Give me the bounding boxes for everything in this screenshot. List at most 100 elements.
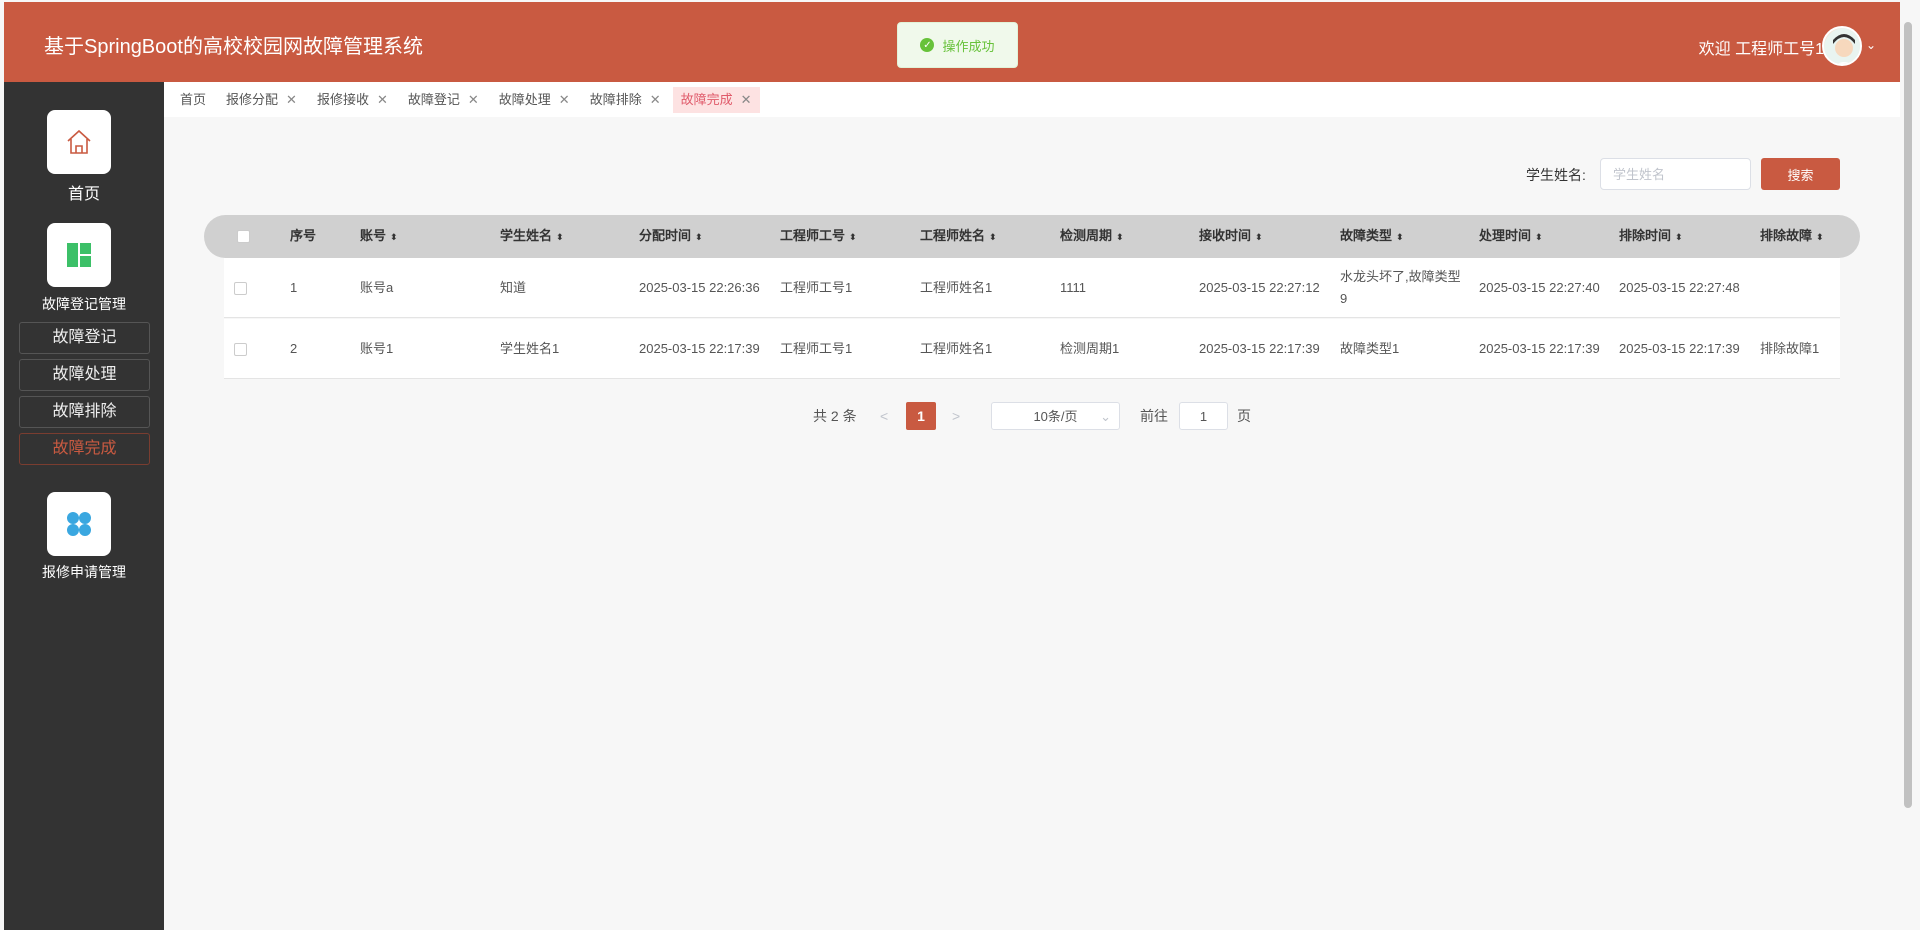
table-cell: 2025-03-15 22:26:36 (639, 279, 760, 295)
close-icon[interactable]: ✕ (286, 91, 297, 107)
sidebar-item-home[interactable] (47, 110, 111, 174)
table-row: 1 账号a 知道 2025-03-15 22:26:36 工程师工号1 工程师姓名1 111… (224, 258, 1840, 318)
table-cell: 工程师工号1 (780, 340, 853, 356)
sort-icon[interactable]: ⬍ (556, 232, 564, 242)
layout-icon (67, 243, 91, 267)
sidebar-label-group2[interactable]: 报修申请管理 (42, 564, 126, 580)
column-header[interactable]: 分配时间 ⬍ (639, 228, 703, 243)
sidebar-sub-handle[interactable]: 故障处理 (19, 359, 150, 391)
column-header[interactable]: 故障类型 ⬍ (1340, 228, 1404, 243)
close-icon[interactable]: ✕ (740, 91, 752, 107)
page-size-select[interactable]: 10条/页 ⌄ (991, 402, 1120, 430)
table-cell: 1 (290, 279, 298, 295)
close-icon[interactable]: ✕ (649, 91, 661, 107)
total-count: 共 2 条 (813, 408, 857, 424)
goto-page-input[interactable]: 1 (1179, 402, 1228, 430)
table-row: 2 账号1 学生姓名1 2025-03-15 22:17:39 工程师工号1 工程师姓名1… (224, 319, 1840, 379)
top-header: 基于SpringBoot的高校校园网故障管理系统 ✓ 操作成功 欢迎 工程师工号1… (4, 2, 1900, 82)
table-cell: 水龙头坏了,故障类型9 (1340, 268, 1461, 306)
sort-icon[interactable]: ⬍ (695, 232, 703, 242)
table-cell: 工程师工号1 (780, 279, 853, 295)
close-icon[interactable]: ✕ (558, 91, 570, 107)
select-all-checkbox[interactable] (237, 230, 250, 243)
tab-1[interactable]: 报修分配 ✕ (218, 87, 305, 113)
table-cell: 工程师姓名1 (920, 340, 993, 356)
student-name-search-input[interactable] (1600, 158, 1751, 190)
column-header[interactable]: 排除时间 ⬍ (1619, 228, 1683, 243)
table-cell: 2025-03-15 22:27:12 (1199, 279, 1320, 295)
sort-icon[interactable]: ⬍ (1116, 232, 1124, 242)
tab-3[interactable]: 故障登记 ✕ (400, 87, 487, 113)
table-cell: 2025-03-15 22:17:39 (639, 340, 760, 356)
next-page-button[interactable]: > (952, 408, 961, 424)
row-checkbox[interactable] (234, 282, 247, 295)
tab-6[interactable]: 故障完成 ✕ (672, 86, 760, 113)
table-cell: 1111 (1060, 279, 1087, 295)
table-cell: 学生姓名1 (500, 340, 560, 356)
sidebar: 首页 故障登记管理 故障登记 故障处理 故障排除 故障完成 报修申请管理 (4, 82, 164, 930)
column-header[interactable]: 序号 (290, 228, 317, 243)
close-icon[interactable]: ✕ (467, 91, 479, 107)
page-1-button[interactable]: 1 (906, 402, 936, 430)
column-header[interactable]: 学生姓名 ⬍ (500, 228, 564, 243)
column-header[interactable]: 工程师工号 ⬍ (780, 228, 857, 243)
column-header[interactable]: 账号 ⬍ (360, 228, 398, 243)
search-label: 学生姓名: (1526, 167, 1586, 183)
table-cell: 2025-03-15 22:17:39 (1479, 340, 1600, 356)
close-icon[interactable]: ✕ (376, 91, 388, 107)
tab-2[interactable]: 报修接收 ✕ (309, 87, 396, 113)
sort-icon[interactable]: ⬍ (1675, 232, 1683, 242)
check-circle-icon: ✓ (920, 38, 935, 52)
app-title: 基于SpringBoot的高校校园网故障管理系统 (44, 36, 423, 58)
pagination: 共 2 条 < 1 > 10条/页 ⌄ 前往 1 页 (0, 402, 1920, 432)
table-cell: 2025-03-15 22:27:40 (1479, 279, 1600, 295)
column-header[interactable]: 接收时间 ⬍ (1199, 228, 1263, 243)
sort-icon[interactable]: ⬍ (1255, 232, 1263, 242)
table-cell: 2025-03-15 22:17:39 (1619, 340, 1740, 356)
tab-0[interactable]: 首页 (180, 91, 207, 107)
table-cell: 工程师姓名1 (920, 279, 993, 295)
search-button[interactable]: 搜索 (1761, 158, 1840, 190)
table-cell: 账号1 (360, 340, 394, 356)
sidebar-label-group1[interactable]: 故障登记管理 (42, 296, 126, 312)
table-header: 序号 账号 ⬍ 学生姓名 ⬍ 分配时间 ⬍ 工程师工号 ⬍ 工程师姓名 ⬍ 检测周期 ⬍ 接收时间 ⬍ 故障类… (204, 215, 1860, 258)
sort-icon[interactable]: ⬍ (849, 232, 857, 242)
sidebar-sub-eliminate[interactable]: 故障排除 (19, 396, 150, 428)
goto-label: 前往 (1140, 408, 1168, 424)
welcome-text: 欢迎 工程师工号1 (1698, 41, 1824, 58)
avatar[interactable] (1822, 26, 1862, 66)
column-header[interactable]: 工程师姓名 ⬍ (920, 228, 997, 243)
sidebar-sub-complete[interactable]: 故障完成 (19, 433, 150, 465)
grid-icon (67, 512, 91, 536)
tab-4[interactable]: 故障处理 ✕ (491, 87, 578, 113)
chevron-down-icon[interactable]: ⌄ (1866, 38, 1877, 52)
table-cell: 2 (290, 340, 298, 356)
sidebar-item-repair-request-mgmt[interactable] (47, 492, 111, 556)
column-header[interactable]: 排除故障 ⬍ (1760, 228, 1824, 243)
table-cell: 2025-03-15 22:27:48 (1619, 279, 1740, 295)
scrollbar[interactable] (1904, 22, 1912, 808)
success-toast: ✓ 操作成功 (897, 22, 1018, 68)
table-cell: 知道 (500, 279, 527, 295)
row-checkbox[interactable] (234, 343, 247, 356)
tab-bar: 首页 报修分配 ✕ 报修接收 ✕ 故障登记 ✕ 故障处理 ✕ 故障排除 ✕ 故障完成 ✕ (164, 82, 1900, 117)
tab-5[interactable]: 故障排除 ✕ (582, 87, 669, 113)
sidebar-sub-register[interactable]: 故障登记 (19, 322, 150, 354)
sort-icon[interactable]: ⬍ (1816, 232, 1824, 242)
sort-icon[interactable]: ⬍ (1396, 232, 1404, 242)
column-header[interactable]: 处理时间 ⬍ (1479, 228, 1543, 243)
sidebar-label-home[interactable]: 首页 (67, 186, 100, 203)
sort-icon[interactable]: ⬍ (989, 232, 997, 242)
table-cell: 检测周期1 (1060, 340, 1120, 356)
sidebar-item-fault-register-mgmt[interactable] (47, 223, 111, 287)
table-cell: 排除故障1 (1760, 340, 1820, 356)
column-header[interactable]: 检测周期 ⬍ (1060, 228, 1124, 243)
home-icon (67, 129, 91, 154)
sort-icon[interactable]: ⬍ (390, 232, 398, 242)
table-cell: 账号a (360, 279, 394, 295)
prev-page-button[interactable]: < (880, 408, 889, 424)
chevron-down-icon: ⌄ (1100, 409, 1111, 424)
table-cell: 故障类型1 (1340, 340, 1400, 356)
sort-icon[interactable]: ⬍ (1535, 232, 1543, 242)
table-cell: 2025-03-15 22:17:39 (1199, 340, 1320, 356)
